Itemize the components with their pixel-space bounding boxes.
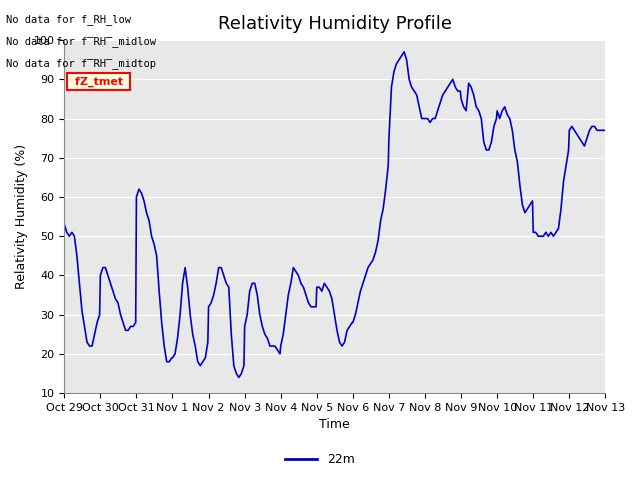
Text: No data for f_RH_low: No data for f_RH_low — [6, 14, 131, 25]
Text: No data for f̅RH̅_midtop: No data for f̅RH̅_midtop — [6, 58, 156, 69]
Text: No data for f̅RH̅_midlow: No data for f̅RH̅_midlow — [6, 36, 156, 47]
Legend: 22m: 22m — [280, 448, 360, 471]
X-axis label: Time: Time — [319, 419, 350, 432]
Y-axis label: Relativity Humidity (%): Relativity Humidity (%) — [15, 144, 28, 289]
Text: fZ_tmet: fZ_tmet — [70, 77, 127, 87]
Title: Relativity Humidity Profile: Relativity Humidity Profile — [218, 15, 452, 33]
